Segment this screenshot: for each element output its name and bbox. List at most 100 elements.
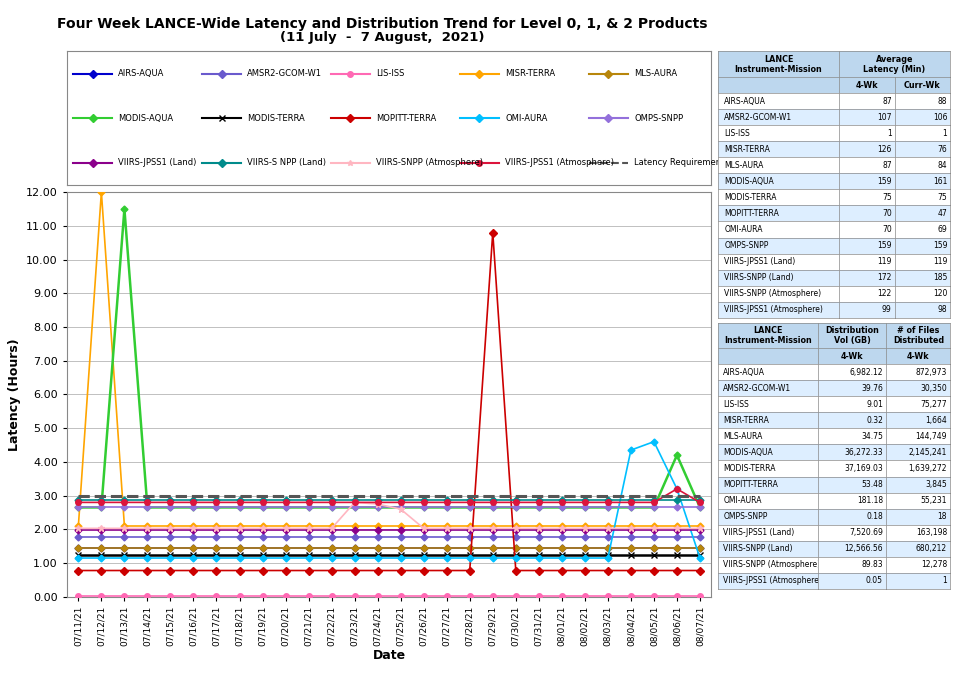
Text: 872,973: 872,973 [916, 368, 947, 377]
Text: LANCE
Instrument-Mission: LANCE Instrument-Mission [724, 326, 812, 345]
Text: 9.01: 9.01 [866, 400, 883, 409]
Text: Distribution
Vol (GB): Distribution Vol (GB) [825, 326, 880, 345]
Text: 39.76: 39.76 [861, 383, 883, 393]
Text: 172: 172 [878, 273, 892, 282]
Text: Four Week LANCE-Wide Latency and Distribution Trend for Level 0, 1, & 2 Products: Four Week LANCE-Wide Latency and Distrib… [56, 17, 708, 31]
Text: 1: 1 [887, 129, 892, 138]
Text: LIS-ISS: LIS-ISS [376, 69, 405, 78]
Text: MLS-AURA: MLS-AURA [723, 432, 762, 441]
Text: 122: 122 [878, 289, 892, 298]
Text: MLS-AURA: MLS-AURA [634, 69, 677, 78]
Text: 98: 98 [938, 305, 947, 314]
Text: 70: 70 [882, 209, 892, 218]
Text: 36,272.33: 36,272.33 [844, 448, 883, 457]
Text: 126: 126 [878, 145, 892, 154]
Text: 75: 75 [882, 193, 892, 202]
Text: AIRS-AQUA: AIRS-AQUA [724, 97, 766, 106]
Text: VIIRS-JPSS1 (Atmosphere): VIIRS-JPSS1 (Atmosphere) [724, 305, 823, 314]
Text: VIIRS-JPSS1 (Land): VIIRS-JPSS1 (Land) [724, 257, 796, 266]
Text: 88: 88 [938, 97, 947, 106]
Text: MOPITT-TERRA: MOPITT-TERRA [723, 480, 778, 489]
Text: MODIS-TERRA: MODIS-TERRA [247, 114, 305, 123]
Text: 185: 185 [933, 273, 947, 282]
Text: MISR-TERRA: MISR-TERRA [724, 145, 770, 154]
Text: 106: 106 [933, 113, 947, 121]
Text: Latency Requirement: Latency Requirement [634, 158, 725, 167]
Text: VIIRS-JPSS1 (Land): VIIRS-JPSS1 (Land) [723, 528, 795, 537]
Text: Curr-Wk: Curr-Wk [904, 81, 941, 90]
Text: 76: 76 [938, 145, 947, 154]
Text: OMI-AURA: OMI-AURA [723, 496, 762, 505]
Text: LANCE
Instrument-Mission: LANCE Instrument-Mission [734, 55, 822, 74]
Text: 3,845: 3,845 [925, 480, 947, 489]
Text: AMSR2-GCOM-W1: AMSR2-GCOM-W1 [247, 69, 323, 78]
Text: 159: 159 [933, 241, 947, 250]
Text: 47: 47 [938, 209, 947, 218]
Text: 6,982.12: 6,982.12 [850, 368, 883, 377]
Text: 159: 159 [878, 177, 892, 186]
Text: 161: 161 [933, 177, 947, 186]
Y-axis label: Latency (Hours): Latency (Hours) [8, 338, 20, 451]
Text: 159: 159 [878, 241, 892, 250]
Text: MODIS-TERRA: MODIS-TERRA [723, 464, 775, 473]
Text: MODIS-AQUA: MODIS-AQUA [723, 448, 773, 457]
Text: 1: 1 [943, 129, 947, 138]
Text: 120: 120 [933, 289, 947, 298]
Text: 55,231: 55,231 [921, 496, 947, 505]
Text: MOPITT-TERRA: MOPITT-TERRA [376, 114, 436, 123]
Text: AMSR2-GCOM-W1: AMSR2-GCOM-W1 [724, 113, 793, 121]
Text: OMI-AURA: OMI-AURA [724, 225, 763, 234]
Text: MISR-TERRA: MISR-TERRA [505, 69, 555, 78]
Text: MODIS-AQUA: MODIS-AQUA [724, 177, 774, 186]
Text: 1: 1 [943, 576, 947, 585]
Text: OMI-AURA: OMI-AURA [505, 114, 547, 123]
Text: VIIRS-S NPP (Land): VIIRS-S NPP (Land) [247, 158, 327, 167]
Text: OMPS-SNPP: OMPS-SNPP [723, 512, 768, 521]
Text: VIIRS-SNPP (Atmosphere): VIIRS-SNPP (Atmosphere) [376, 158, 483, 167]
Text: 70: 70 [882, 225, 892, 234]
Text: # of Files
Distributed: # of Files Distributed [893, 326, 944, 345]
Text: VIIRS-JPSS1 (Land): VIIRS-JPSS1 (Land) [118, 158, 197, 167]
Text: 75: 75 [938, 193, 947, 202]
Text: AIRS-AQUA: AIRS-AQUA [723, 368, 765, 377]
Text: OMPS-SNPP: OMPS-SNPP [724, 241, 769, 250]
Text: 680,212: 680,212 [916, 544, 947, 553]
Text: 0.18: 0.18 [866, 512, 883, 521]
Text: MOPITT-TERRA: MOPITT-TERRA [724, 209, 779, 218]
Text: 107: 107 [878, 113, 892, 121]
Text: 0.05: 0.05 [866, 576, 883, 585]
X-axis label: Date: Date [372, 649, 406, 662]
Text: AIRS-AQUA: AIRS-AQUA [118, 69, 165, 78]
Text: 87: 87 [882, 161, 892, 170]
Text: VIIRS-JPSS1 (Atmosphere): VIIRS-JPSS1 (Atmosphere) [505, 158, 614, 167]
Text: AMSR2-GCOM-W1: AMSR2-GCOM-W1 [723, 383, 792, 393]
Text: VIIRS-SNPP (Atmosphere): VIIRS-SNPP (Atmosphere) [724, 289, 821, 298]
Text: LIS-ISS: LIS-ISS [724, 129, 750, 138]
Text: 0.32: 0.32 [866, 416, 883, 425]
Text: 12,566.56: 12,566.56 [844, 544, 883, 553]
Text: MLS-AURA: MLS-AURA [724, 161, 764, 170]
Text: 89.83: 89.83 [861, 560, 883, 569]
Text: LIS-ISS: LIS-ISS [723, 400, 749, 409]
Text: (11 July  -  7 August,  2021): (11 July - 7 August, 2021) [280, 31, 484, 44]
Text: 53.48: 53.48 [861, 480, 883, 489]
Text: 34.75: 34.75 [861, 432, 883, 441]
Text: OMPS-SNPP: OMPS-SNPP [634, 114, 683, 123]
Text: 7,520.69: 7,520.69 [849, 528, 883, 537]
Text: VIIRS-JPSS1 (Atmosphere): VIIRS-JPSS1 (Atmosphere) [723, 576, 822, 585]
Text: VIIRS-SNPP (Land): VIIRS-SNPP (Land) [724, 273, 794, 282]
Text: 1,664: 1,664 [925, 416, 947, 425]
Text: MISR-TERRA: MISR-TERRA [723, 416, 769, 425]
Text: 4-Wk: 4-Wk [856, 81, 878, 90]
Text: 87: 87 [882, 97, 892, 106]
Text: 4-Wk: 4-Wk [907, 352, 929, 361]
Text: Average
Latency (Min): Average Latency (Min) [863, 55, 925, 74]
Text: 119: 119 [878, 257, 892, 266]
Text: 37,169.03: 37,169.03 [844, 464, 883, 473]
Text: 69: 69 [938, 225, 947, 234]
Text: 99: 99 [882, 305, 892, 314]
Text: MODIS-AQUA: MODIS-AQUA [118, 114, 174, 123]
Text: 2,145,241: 2,145,241 [908, 448, 947, 457]
Text: 163,198: 163,198 [916, 528, 947, 537]
Text: 84: 84 [938, 161, 947, 170]
